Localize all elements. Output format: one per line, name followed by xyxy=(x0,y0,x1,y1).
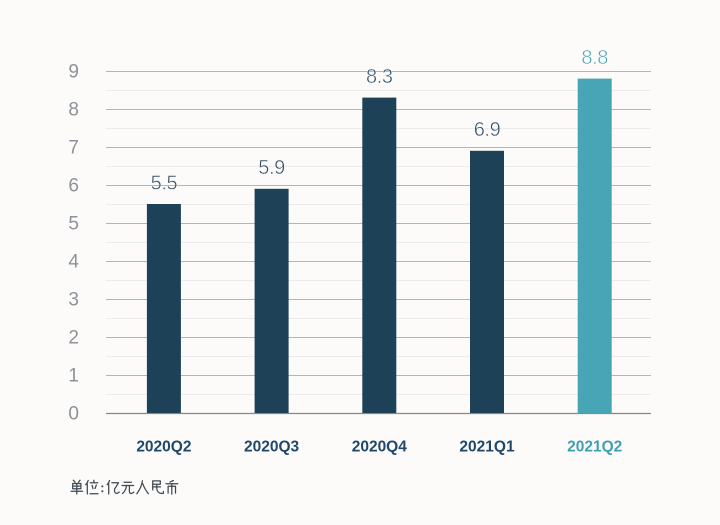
svg-text:8.8: 8.8 xyxy=(581,47,608,69)
svg-text:6: 6 xyxy=(68,176,79,197)
svg-text:5.5: 5.5 xyxy=(151,172,178,194)
svg-text:2020Q4: 2020Q4 xyxy=(352,439,408,456)
svg-text:5: 5 xyxy=(68,214,79,235)
svg-text:8: 8 xyxy=(68,100,79,121)
svg-text:2020Q3: 2020Q3 xyxy=(244,439,300,456)
svg-text:9: 9 xyxy=(68,62,79,83)
svg-text:2021Q1: 2021Q1 xyxy=(459,439,515,456)
svg-text:5.9: 5.9 xyxy=(258,157,285,179)
svg-text:2: 2 xyxy=(68,328,79,349)
svg-text:2020Q2: 2020Q2 xyxy=(136,439,191,456)
svg-text:8.3: 8.3 xyxy=(366,66,393,88)
svg-text:4: 4 xyxy=(68,252,79,273)
svg-text:1: 1 xyxy=(68,366,79,387)
svg-text:0: 0 xyxy=(68,404,79,425)
svg-text:3: 3 xyxy=(68,290,79,311)
svg-text:6.9: 6.9 xyxy=(474,119,501,141)
svg-text:2021Q2: 2021Q2 xyxy=(567,439,622,456)
svg-text:7: 7 xyxy=(68,138,79,159)
